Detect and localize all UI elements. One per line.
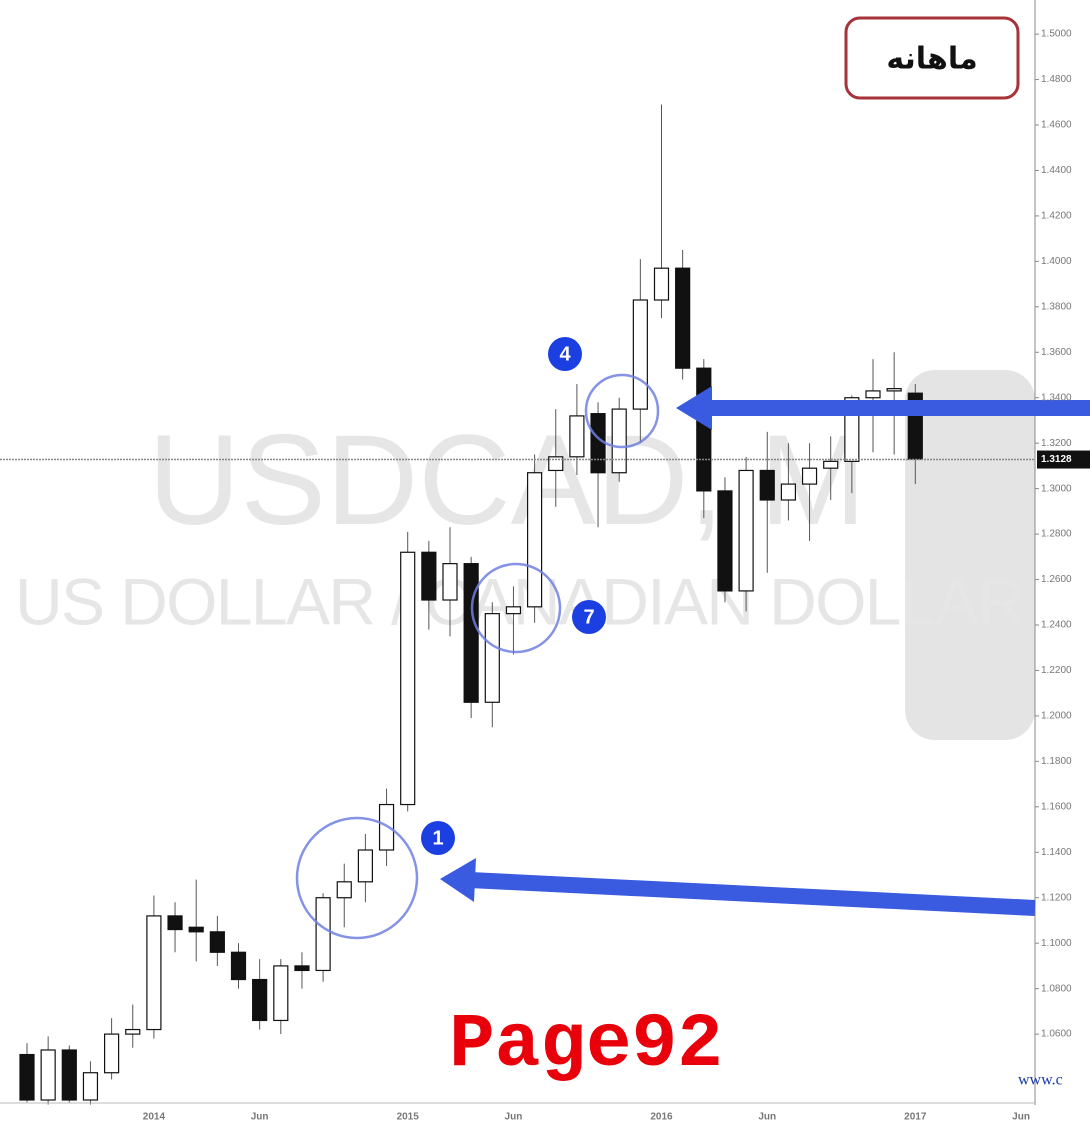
candle-body [505, 606, 522, 615]
candle-body [378, 803, 395, 851]
highlight-circle [584, 373, 660, 449]
label-box [844, 16, 1020, 100]
y-tick-label: 1.4000 [1041, 256, 1072, 267]
candle-body [442, 563, 458, 601]
candle-body [823, 460, 839, 469]
candle-body [780, 483, 797, 501]
candle-body [188, 926, 204, 933]
candle-body [886, 388, 902, 392]
current-price-box [1037, 450, 1090, 469]
marker-badge [421, 821, 455, 855]
y-tick-label: 1.1000 [1041, 938, 1072, 949]
current-price-label: 1.3128 [1041, 454, 1072, 465]
candle-body [125, 1028, 141, 1035]
y-tick-label: 1.4200 [1041, 211, 1072, 222]
marker-label: 7 [583, 606, 594, 628]
candle-body [230, 951, 247, 981]
y-tick-label: 1.1800 [1041, 756, 1072, 767]
y-tick-label: 1.3800 [1041, 301, 1072, 312]
y-tick-label: 1.1400 [1041, 847, 1072, 858]
candle-body [61, 1049, 77, 1101]
marker-badge [572, 600, 606, 634]
y-tick-label: 1.3600 [1041, 347, 1072, 358]
highlight-circle [295, 816, 419, 940]
website-text: www.c [1018, 1072, 1063, 1089]
candle-body [252, 978, 268, 1022]
x-tick-label: 2015 [397, 1112, 420, 1123]
candle-body [294, 965, 310, 972]
y-tick-label: 1.3000 [1041, 483, 1072, 494]
label-box-text: ماهانه [886, 42, 977, 77]
y-tick-label: 1.5000 [1041, 29, 1072, 40]
candle-body [653, 267, 670, 301]
y-tick-label: 1.4800 [1041, 74, 1072, 85]
candle-body [611, 408, 627, 474]
candle-body [315, 897, 331, 972]
candle-body [400, 551, 416, 806]
x-tick-label: 2017 [904, 1112, 927, 1123]
candle-body [463, 563, 479, 703]
candle-body [569, 415, 585, 458]
candle-body [484, 613, 500, 703]
candle-body [696, 367, 712, 492]
y-tick-label: 1.3200 [1041, 438, 1072, 449]
candle-body [167, 915, 183, 931]
candle-body [865, 390, 881, 399]
candle-body [19, 1053, 35, 1101]
candle-body [738, 469, 754, 592]
candle-body [526, 472, 543, 608]
y-tick-label: 1.4400 [1041, 165, 1072, 176]
arrow-head [440, 858, 476, 902]
footer-text: Page92 [449, 1002, 723, 1088]
candle-body [632, 299, 648, 410]
y-tick-label: 1.2000 [1041, 711, 1072, 722]
candle-body [675, 267, 691, 369]
y-tick-label: 1.3400 [1041, 392, 1072, 403]
x-tick-label: Jun [758, 1112, 776, 1123]
y-tick-label: 1.2600 [1041, 574, 1072, 585]
x-tick-label: Jun [251, 1112, 269, 1123]
marker-label: 4 [559, 343, 571, 365]
highlight-circle [470, 562, 562, 654]
candle-body [759, 469, 775, 501]
candle-body [336, 881, 352, 899]
candle-body [209, 931, 225, 953]
x-tick-label: 2016 [650, 1112, 673, 1123]
x-tick-label: Jun [1012, 1112, 1030, 1123]
x-tick-label: 2014 [143, 1112, 166, 1123]
candle-body [82, 1072, 99, 1101]
watermark-name: US DOLLAR / CANADIAN DOLLAR [15, 564, 1025, 638]
y-tick-label: 1.2400 [1041, 620, 1072, 631]
watermark-symbol: USDCAD, M [148, 409, 866, 552]
y-tick-label: 1.2800 [1041, 529, 1072, 540]
y-tick-label: 1.0600 [1041, 1029, 1072, 1040]
marker-badge [548, 337, 582, 371]
y-tick-label: 1.1200 [1041, 892, 1072, 903]
x-tick-label: Jun [505, 1112, 523, 1123]
candle-body [357, 849, 373, 883]
candle-body [146, 915, 162, 1031]
y-tick-label: 1.2200 [1041, 665, 1072, 676]
y-tick-label: 1.0800 [1041, 983, 1072, 994]
arrow [469, 872, 1036, 916]
y-tick-label: 1.1600 [1041, 801, 1072, 812]
candle-body [40, 1049, 56, 1101]
candle-body [717, 490, 733, 592]
candle-body [273, 965, 289, 1022]
y-tick-label: 1.4600 [1041, 120, 1072, 131]
arrow-head [676, 386, 712, 430]
candle-body [590, 413, 606, 474]
marker-label: 1 [432, 827, 443, 849]
candle-body [103, 1033, 120, 1074]
candle-body [801, 467, 818, 485]
candle-body [421, 551, 437, 601]
logo-watermark [905, 370, 1035, 740]
